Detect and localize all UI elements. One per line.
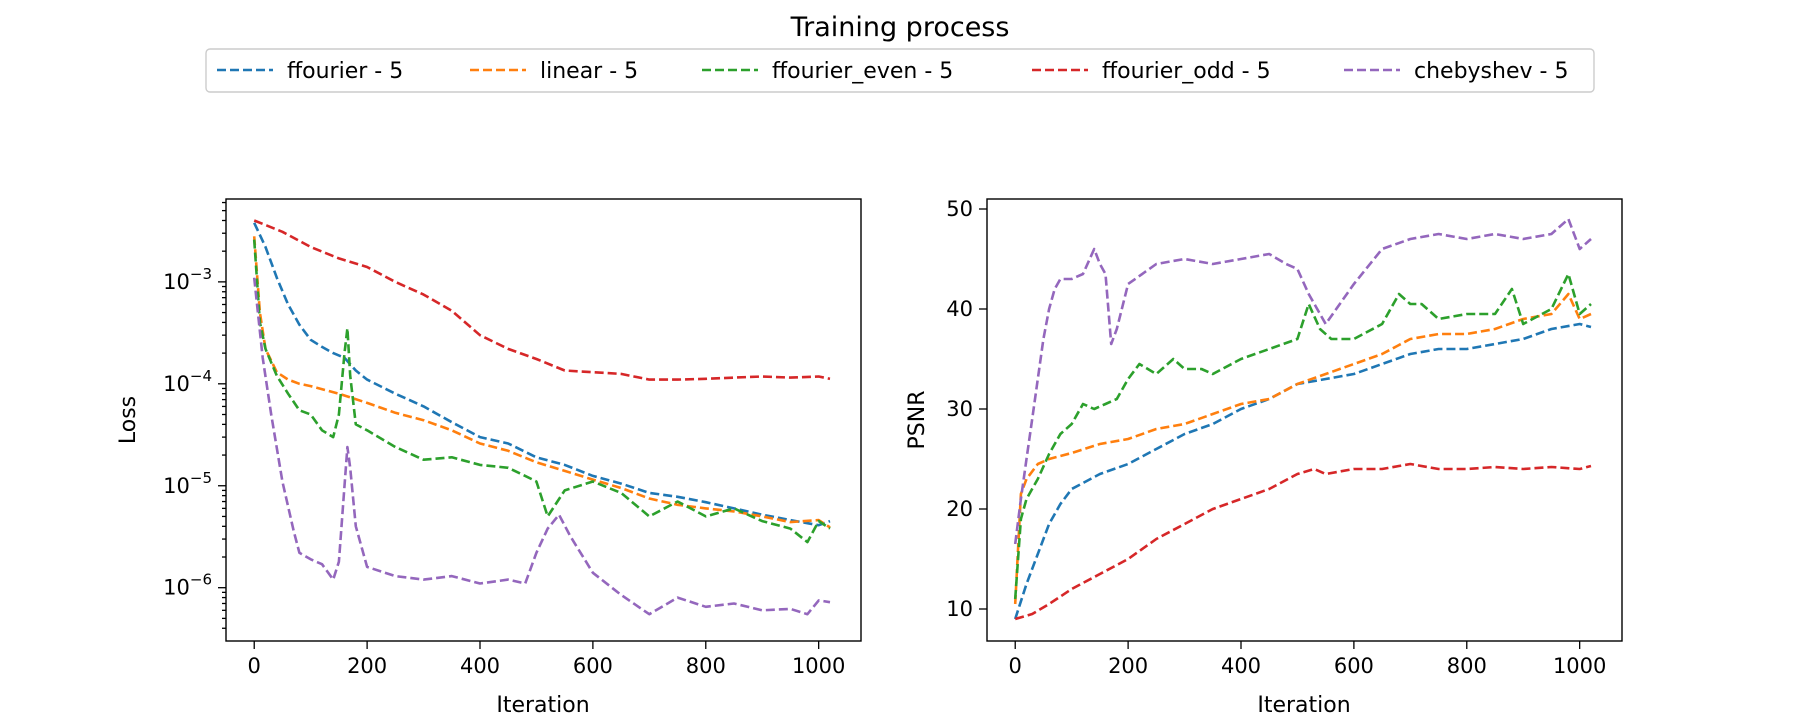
legend-label-ffourier-even-5: ffourier_even - 5: [772, 59, 953, 84]
psnr-y-axis-label: PSNR: [905, 391, 930, 450]
loss-x-tick-label-200: 200: [347, 654, 387, 678]
psnr-series-chebyshev-5: [1013, 217, 1592, 545]
psnr-chart: 0 200 400 600 800 1000 10 20 30 40 50 Iteration PS…: [905, 197, 1623, 718]
figure-title: Training process: [790, 12, 1010, 43]
legend-label-ffourier-odd-5: ffourier_odd - 5: [1102, 59, 1271, 84]
psnr-x-tick-label-0: 0: [1009, 654, 1022, 678]
loss-series-chebyshev-5: [252, 277, 831, 616]
loss-series-ffourier-even-5: [252, 239, 831, 544]
legend-box: [205, 48, 1595, 93]
psnr-x-tick-label-800: 800: [1447, 654, 1487, 678]
psnr-x-tick-label-1000: 1000: [1553, 654, 1606, 678]
loss-y-tick-label-0: 10−6: [163, 571, 212, 600]
loss-plot-frame: [225, 198, 862, 642]
psnr-y-tick-label-4: 50: [946, 197, 973, 221]
loss-y-tick-label-2: 10−4: [163, 367, 212, 396]
legend-label-ffourier-5: ffourier - 5: [287, 59, 403, 84]
loss-x-tick-label-600: 600: [573, 654, 613, 678]
psnr-ticks: 0 200 400 600 800 1000 10 20 30 40 50: [946, 197, 1606, 678]
loss-series-ffourier-odd-5: [253, 219, 831, 381]
loss-y-axis-label: Loss: [116, 396, 141, 444]
psnr-y-tick-label-2: 30: [946, 397, 973, 421]
loss-x-axis-label: Iteration: [496, 693, 589, 718]
legend-label-linear-5: linear - 5: [540, 59, 638, 84]
psnr-plot-frame: [986, 198, 1623, 642]
legend-label-chebyshev-5: chebyshev - 5: [1414, 59, 1568, 84]
psnr-series-ffourier-odd-5: [1014, 462, 1592, 621]
loss-x-tick-label-0: 0: [248, 654, 261, 678]
loss-series-linear-5: [252, 236, 831, 529]
psnr-y-tick-label-1: 20: [946, 497, 973, 521]
loss-x-tick-label-400: 400: [460, 654, 500, 678]
psnr-series-linear-5: [1013, 292, 1592, 605]
loss-chart: 0 200 400 600 800 1000 10−6 10−5 10−4 10−3 Iterat…: [116, 198, 862, 718]
psnr-series-ffourier-even-5: [1013, 272, 1592, 600]
loss-y-tick-label-3: 10−3: [163, 265, 212, 294]
loss-x-tick-label-1000: 1000: [792, 654, 845, 678]
loss-y-tick-label-1: 10−5: [163, 469, 212, 498]
loss-ticks: 0 200 400 600 800 1000 10−6 10−5 10−4 10−3: [163, 201, 845, 678]
loss-series-ffourier-5: [253, 222, 831, 527]
psnr-series-lines: [1013, 217, 1592, 621]
psnr-y-tick-label-0: 10: [946, 597, 973, 621]
psnr-x-tick-label-200: 200: [1108, 654, 1148, 678]
psnr-y-tick-label-3: 40: [946, 297, 973, 321]
loss-series-lines: [252, 219, 831, 616]
psnr-x-axis-label: Iteration: [1257, 693, 1350, 718]
legend: ffourier - 5 linear - 5 ffourier_even - 5 f…: [205, 48, 1595, 93]
psnr-x-tick-label-600: 600: [1334, 654, 1374, 678]
psnr-series-ffourier-5: [1013, 322, 1592, 620]
psnr-x-tick-label-400: 400: [1221, 654, 1261, 678]
loss-x-tick-label-800: 800: [686, 654, 726, 678]
